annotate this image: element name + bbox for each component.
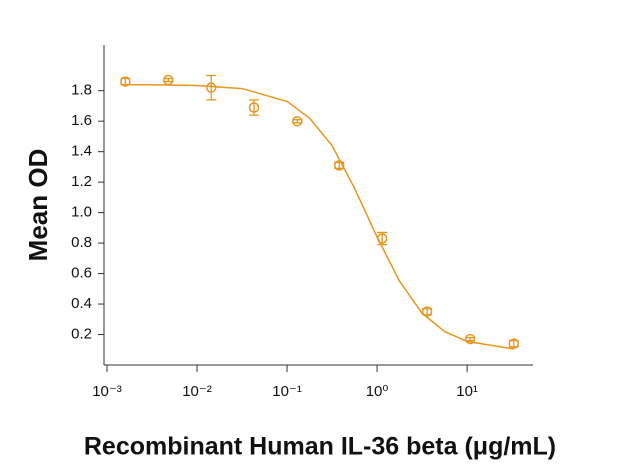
data-point: [292, 115, 303, 127]
error-bar: [292, 119, 303, 124]
error-bar: [465, 336, 476, 342]
y-tick-label: 1.4: [71, 143, 92, 160]
x-tick-label: 10⁻²: [182, 383, 212, 400]
y-tick-label: 0.8: [71, 234, 92, 251]
x-axis-label: Recombinant Human IL-36 beta (μg/mL): [84, 433, 556, 461]
error-bar: [206, 74, 217, 101]
data-point: [508, 338, 520, 349]
y-tick-label: 1.0: [71, 204, 92, 221]
data-point: [464, 333, 476, 345]
data-point: [248, 102, 260, 113]
y-tick-label: 0.6: [71, 265, 92, 282]
data-point: [421, 306, 433, 317]
error-bar: [249, 99, 260, 116]
x-tick-label: 10⁰: [366, 383, 389, 400]
y-tick-label: 0.4: [71, 295, 92, 312]
fit-curve: [125, 83, 514, 350]
x-tick-label: 10⁻¹: [272, 383, 302, 400]
x-tick-label: 10¹: [456, 383, 478, 400]
y-tick-label: 1.2: [71, 173, 92, 190]
data-point: [206, 82, 217, 93]
y-tick-label: 1.8: [71, 82, 92, 99]
error-bar: [163, 77, 174, 83]
data-point: [333, 160, 345, 171]
data-point: [120, 76, 131, 87]
y-axis-label: Mean OD: [23, 149, 53, 262]
y-tick-label: 1.6: [71, 112, 92, 129]
y-tick-label: 0.2: [71, 325, 92, 342]
x-tick-label: 10⁻³: [92, 383, 122, 400]
